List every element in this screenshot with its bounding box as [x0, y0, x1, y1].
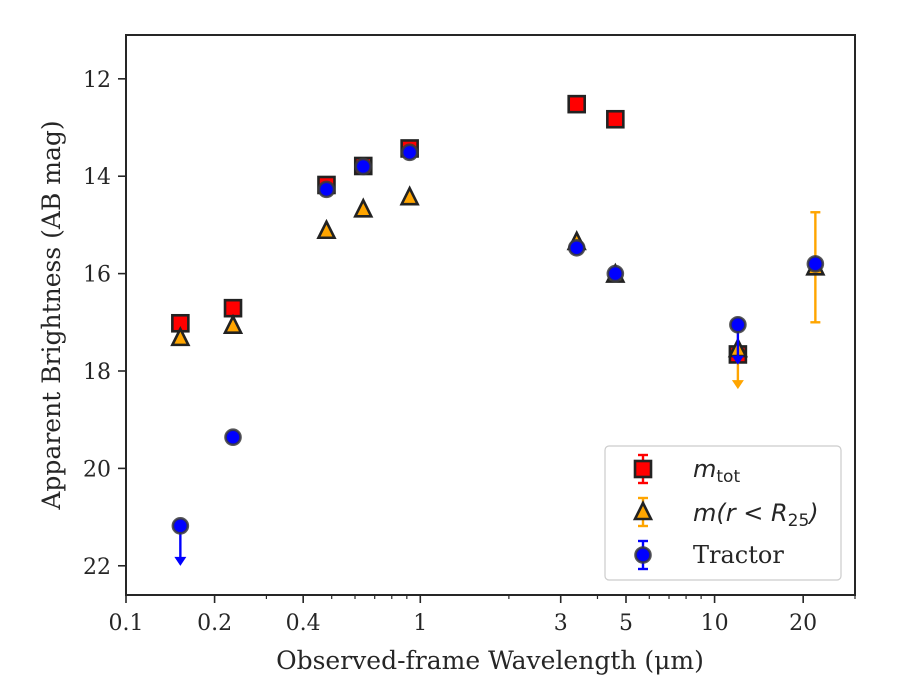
legend-mr25-triangle-marker	[632, 500, 654, 521]
mtot-square-marker	[606, 109, 625, 129]
triangle-upper-limit-arrow-head	[731, 380, 744, 390]
legend-box	[604, 445, 842, 581]
y-axis-label: Apparent Brightness (AB mag)	[37, 120, 66, 510]
mtot-square-marker	[223, 298, 243, 318]
tractor-circle-marker	[606, 264, 625, 283]
x-tick-label: 0.2	[197, 611, 232, 636]
x-tick-label: 1	[413, 611, 427, 636]
data-marks	[170, 94, 826, 566]
legend-mtot-square-marker	[633, 459, 653, 479]
legend-label-tractor: Tractor	[693, 541, 784, 569]
mr25-triangle-marker	[170, 325, 191, 347]
mtot-square-marker	[567, 94, 587, 114]
y-tick-label: 14	[83, 165, 111, 190]
legend: mtot m(r < R25) Tractor	[604, 445, 842, 581]
tractor-circle-marker	[729, 315, 747, 334]
y-tick-label: 20	[83, 457, 111, 482]
circle-upper-limit-arrow-head	[174, 556, 187, 566]
x-tick-label: 0.4	[286, 611, 321, 636]
legend-tractor-circle-marker	[634, 546, 652, 564]
x-tick-label: 0.1	[109, 611, 144, 636]
legend-label-mr25: m(r < R25)	[693, 499, 819, 531]
y-tick-label: 12	[83, 68, 111, 93]
mr25-triangle-marker	[399, 185, 420, 206]
legend-markers	[632, 453, 654, 571]
y-tick-label: 18	[83, 360, 111, 385]
tractor-circle-marker	[224, 428, 242, 447]
tractor-circle-marker	[567, 239, 586, 257]
mr25-triangle-marker	[353, 197, 374, 218]
mr25-triangle-marker	[316, 218, 337, 240]
tractor-circle-marker	[400, 143, 419, 162]
y-axis: 12 14 16 18 20 22	[83, 68, 126, 580]
y-tick-label: 22	[83, 555, 111, 580]
x-axis-label: Observed-frame Wavelength (μm)	[276, 646, 704, 675]
tractor-circle-marker	[806, 255, 825, 273]
tractor-circle-marker	[171, 517, 190, 535]
circle-upper-limit-arrow-head	[731, 355, 744, 365]
x-tick-label: 5	[619, 611, 633, 636]
x-tick-label: 20	[789, 611, 817, 636]
legend-label-mtot: mtot	[693, 455, 740, 487]
x-tick-label: 3	[554, 611, 568, 636]
plot-frame	[125, 34, 856, 596]
mr25-triangle-marker	[222, 313, 244, 335]
x-axis: 0.1 0.2 0.4 1 3 5 10 20	[109, 595, 856, 636]
x-tick-label: 10	[701, 611, 729, 636]
tractor-circle-marker	[317, 180, 336, 199]
tractor-circle-marker	[354, 157, 373, 176]
y-tick-label: 16	[83, 263, 111, 288]
